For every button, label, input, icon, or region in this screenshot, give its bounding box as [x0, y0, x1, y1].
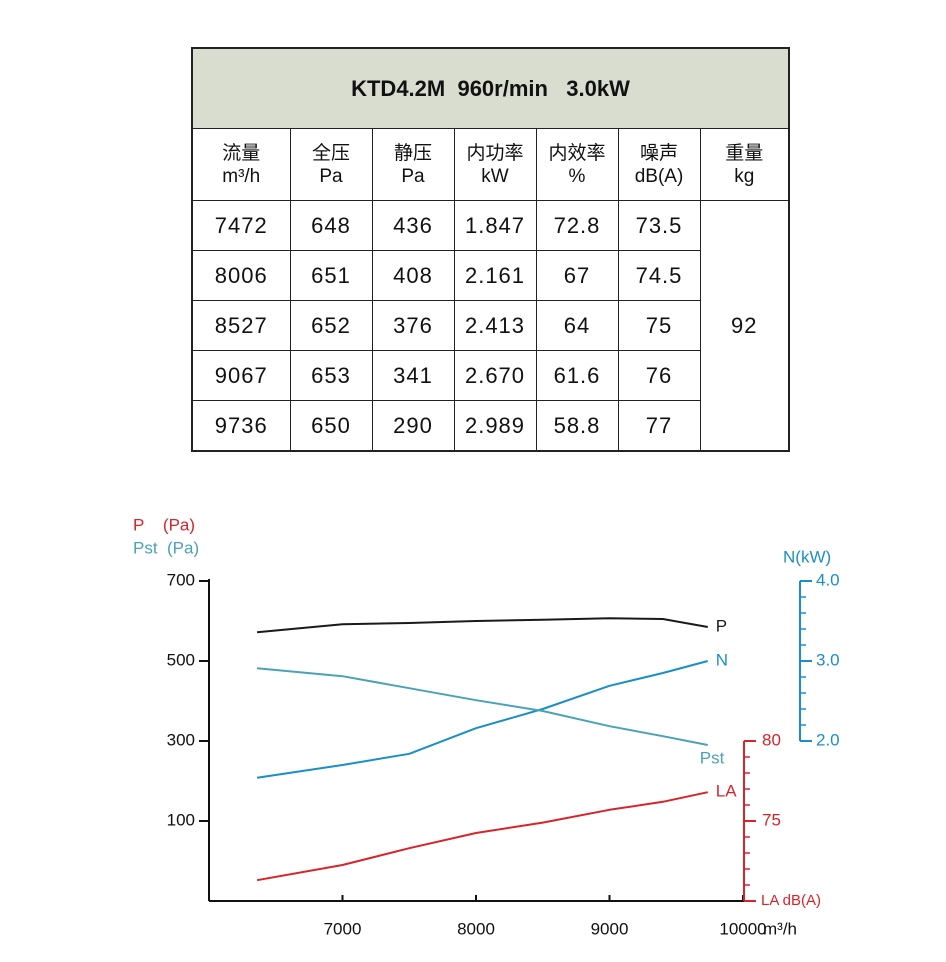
- y-axis-title: Pst (Pa): [133, 538, 199, 557]
- table-cell: 8527: [191, 300, 291, 351]
- table-cell: 72.8: [535, 200, 619, 251]
- header-cell: 重量 kg: [699, 128, 790, 201]
- table-cell: 652: [289, 300, 373, 351]
- table-cell: 341: [371, 350, 455, 401]
- header-name: 流量: [222, 142, 261, 164]
- table-cell: 1.847: [453, 200, 537, 251]
- table-cell: 648: [289, 200, 373, 251]
- y2-axis-title: N(kW): [783, 547, 831, 566]
- header-cell: 流量 m³/h: [191, 128, 291, 201]
- table-cell: 376: [371, 300, 455, 351]
- header-cell: 内功率 kW: [453, 128, 537, 201]
- table-cell: 61.6: [535, 350, 619, 401]
- y3-tick-label: LA dB(A): [761, 892, 821, 909]
- data-row: 7472 648 436 1.847 72.8 73.5 92: [191, 200, 790, 452]
- header-cell: 内效率%: [535, 128, 619, 201]
- y-tick-label: 500: [167, 650, 195, 669]
- data-row: 8006 651 408 2.161 67 74.5: [191, 250, 789, 301]
- table-cell: 64: [535, 300, 619, 351]
- header-name: 重量: [725, 142, 764, 164]
- y-tick-label: 300: [167, 730, 195, 749]
- header-cell: 静压 Pa: [371, 128, 455, 201]
- header-unit: Pa: [401, 165, 425, 187]
- y-tick-label: 100: [167, 810, 195, 829]
- series-label: Pst: [700, 748, 725, 767]
- header-unit: m³/h: [222, 165, 261, 187]
- x-tick-label: 7000: [324, 919, 362, 938]
- table-cell: 2.413: [453, 300, 537, 351]
- table-cell: 2.989: [453, 400, 537, 452]
- series-line: [256, 667, 708, 746]
- table-cell: 290: [371, 400, 455, 452]
- series-line: [256, 660, 709, 779]
- header-row: 流量 m³/h 全压 Pa 静压 Pa 内功率 kW 内效率% 噪声 dB(A) 重量 kg: [191, 128, 790, 201]
- table-cell: 75: [617, 300, 701, 351]
- table-cell: 436: [371, 200, 455, 251]
- table-cell: 7472: [191, 200, 291, 251]
- y3-tick-label: 80: [762, 730, 781, 749]
- x-axis-title: m³/h: [763, 919, 797, 938]
- spec-table: KTD4.2M 960r/min 3.0kW 流量 m³/h 全压 Pa 静压 Pa 内功率…: [191, 47, 790, 452]
- header-name: 静压: [393, 142, 432, 164]
- table-cell: 9067: [191, 350, 291, 401]
- series-label: P: [716, 616, 727, 635]
- y3-tick-label: 75: [762, 810, 781, 829]
- table-cell: 8006: [191, 250, 291, 301]
- y2-tick-label: 2.0: [816, 730, 840, 749]
- header-unit: kW: [481, 165, 509, 187]
- data-row: 9067 653 341 2.670 61.6 76: [191, 350, 789, 401]
- x-tick-label: 8000: [457, 919, 495, 938]
- y2-tick-label: 3.0: [816, 650, 840, 669]
- header-cell: 全压 Pa: [289, 128, 373, 201]
- table-cell: 2.670: [453, 350, 537, 401]
- header-name: 内效率: [548, 142, 606, 164]
- header-unit: dB(A): [634, 165, 684, 187]
- table-cell: 650: [289, 400, 373, 452]
- table-title: KTD4.2M 960r/min 3.0kW: [191, 47, 790, 129]
- table-cell: 67: [535, 250, 619, 301]
- data-row: 9736 650 290 2.989 58.8 77: [191, 400, 789, 452]
- table-cell: 2.161: [453, 250, 537, 301]
- header-unit: kg: [734, 165, 755, 187]
- table-cell: 408: [371, 250, 455, 301]
- x-tick-label: 9000: [591, 919, 629, 938]
- table-cell: 77: [617, 400, 701, 452]
- header-name: 全压: [311, 142, 350, 164]
- data-row: 8527 652 376 2.413 64 75: [191, 300, 789, 351]
- table-cell: 9736: [191, 400, 291, 452]
- y2-tick-label: 4.0: [816, 570, 840, 589]
- title-row: KTD4.2M 960r/min 3.0kW: [191, 47, 790, 129]
- table-cell: 58.8: [535, 400, 619, 452]
- series-line: [256, 791, 708, 882]
- table-body: KTD4.2M 960r/min 3.0kW 流量 m³/h 全压 Pa 静压 Pa 内功率…: [191, 47, 790, 452]
- weight-cell: 92: [699, 200, 790, 452]
- y-axis-title: P (Pa): [133, 515, 195, 534]
- header-name: 内功率: [466, 142, 524, 164]
- header-name: 噪声: [639, 142, 678, 164]
- header-cell: 噪声 dB(A): [617, 128, 701, 201]
- header-unit: Pa: [319, 165, 343, 187]
- series-label: N: [716, 650, 728, 669]
- table-cell: 76: [617, 350, 701, 401]
- y-tick-label: 700: [167, 570, 195, 589]
- x-tick-label: 10000: [719, 919, 766, 938]
- table-cell: 651: [289, 250, 373, 301]
- series-label: LA: [716, 782, 737, 801]
- table-cell: 653: [289, 350, 373, 401]
- table-cell: 73.5: [617, 200, 701, 251]
- series-line: [256, 617, 708, 634]
- table-cell: 74.5: [617, 250, 701, 301]
- header-unit: %: [568, 165, 586, 187]
